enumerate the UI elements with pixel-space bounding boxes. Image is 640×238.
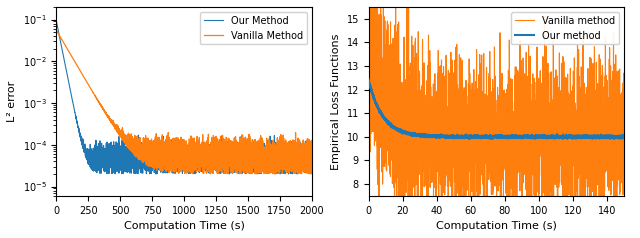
Y-axis label: L² error: L² error <box>7 81 17 122</box>
Line: Our Method: Our Method <box>56 21 312 174</box>
Our Method <box>205 156 213 159</box>
Vanilla method <box>620 159 628 162</box>
Our Method <box>150 165 158 168</box>
Our method <box>615 136 623 139</box>
Our method <box>588 134 595 137</box>
Vanilla Method <box>262 164 270 167</box>
Vanilla Method <box>243 139 251 142</box>
Our Method <box>52 20 60 23</box>
Vanilla method <box>394 164 402 167</box>
Vanilla Method <box>308 155 316 158</box>
Our Method <box>262 162 270 165</box>
Vanilla method <box>409 44 417 47</box>
Our method <box>409 132 417 135</box>
Our Method <box>285 173 292 175</box>
Our Method <box>308 142 316 145</box>
Vanilla method <box>474 109 481 112</box>
Our method <box>365 77 372 80</box>
Vanilla method <box>365 99 372 102</box>
Our Method <box>219 159 227 162</box>
Our Method <box>243 158 251 161</box>
Vanilla method <box>615 108 623 111</box>
Vanilla Method <box>150 139 158 142</box>
X-axis label: Computation Time (s): Computation Time (s) <box>124 221 244 231</box>
Vanilla method <box>588 170 595 173</box>
Our method <box>465 137 473 140</box>
Line: Vanilla method: Vanilla method <box>369 0 624 238</box>
Vanilla Method <box>219 144 227 147</box>
Vanilla Method <box>99 107 107 110</box>
Our Method <box>99 149 107 152</box>
Our method <box>394 129 401 131</box>
Y-axis label: Empirical Loss Functions: Empirical Loss Functions <box>331 33 341 169</box>
X-axis label: Computation Time (s): Computation Time (s) <box>436 221 557 231</box>
Our method <box>474 135 481 138</box>
Legend: Vanilla method, Our method: Vanilla method, Our method <box>511 12 619 45</box>
Vanilla method <box>463 155 470 158</box>
Legend: Our Method, Vanilla Method: Our Method, Vanilla Method <box>200 12 307 45</box>
Line: Our method: Our method <box>369 79 624 139</box>
Vanilla Method <box>205 159 213 162</box>
Line: Vanilla Method: Vanilla Method <box>56 30 312 174</box>
Vanilla Method <box>271 173 278 175</box>
Our method <box>463 135 470 138</box>
Our method <box>620 136 628 139</box>
Vanilla Method <box>52 29 60 32</box>
